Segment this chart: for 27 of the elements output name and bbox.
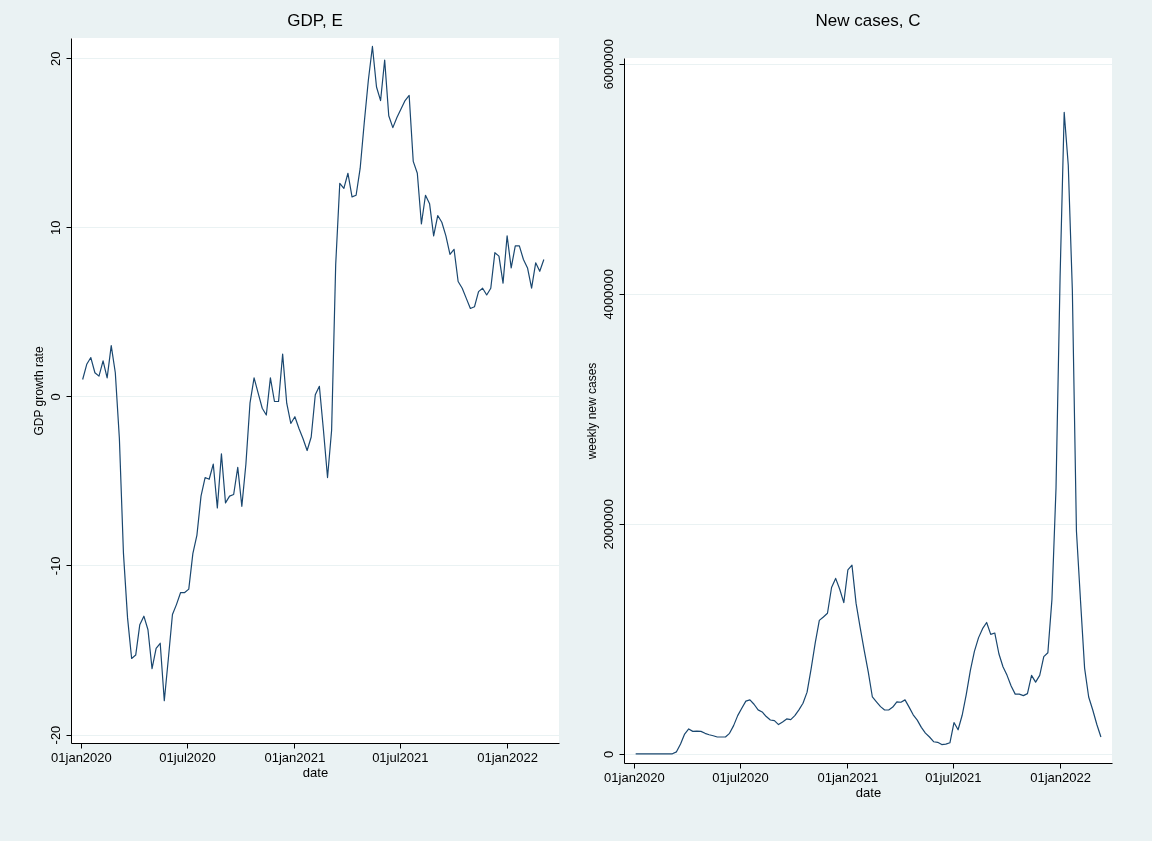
chart-title: New cases, C [815, 11, 921, 31]
y-tick-label: 0 [47, 393, 63, 401]
line-series [635, 111, 1102, 755]
x-tick-label: 01jan2021 [264, 749, 326, 765]
chart-title: GDP, E [287, 11, 343, 30]
x-tick-label: 01jan2020 [604, 769, 665, 785]
y-tick-label: 4000000 [600, 268, 616, 320]
x-axis-title: date [855, 784, 882, 800]
y-tick-label: 6000000 [600, 38, 616, 90]
x-tick-label: 01jan2021 [817, 769, 879, 785]
y-tick-label: -20 [47, 725, 63, 745]
x-tick-label: 01jan2022 [477, 749, 538, 765]
y-tick-label: 0 [600, 750, 616, 758]
x-tick-label: 01jul2020 [712, 769, 769, 785]
x-tick-label: 01jul2021 [925, 769, 982, 785]
y-tick-label: 2000000 [600, 498, 616, 550]
x-tick-label: 01jan2022 [1030, 769, 1091, 785]
y-tick-label: 10 [47, 220, 63, 236]
y-axis-title: GDP growth rate [31, 346, 46, 436]
y-tick-label: 20 [47, 51, 63, 67]
x-tick-label: 01jan2020 [51, 749, 112, 765]
line-series [82, 45, 545, 702]
y-axis-title: weekly new cases [584, 362, 599, 461]
x-tick-label: 01jul2021 [372, 749, 429, 765]
x-tick-label: 01jul2020 [159, 749, 216, 765]
x-axis-title: date [302, 764, 329, 780]
y-tick-label: -10 [47, 556, 63, 576]
